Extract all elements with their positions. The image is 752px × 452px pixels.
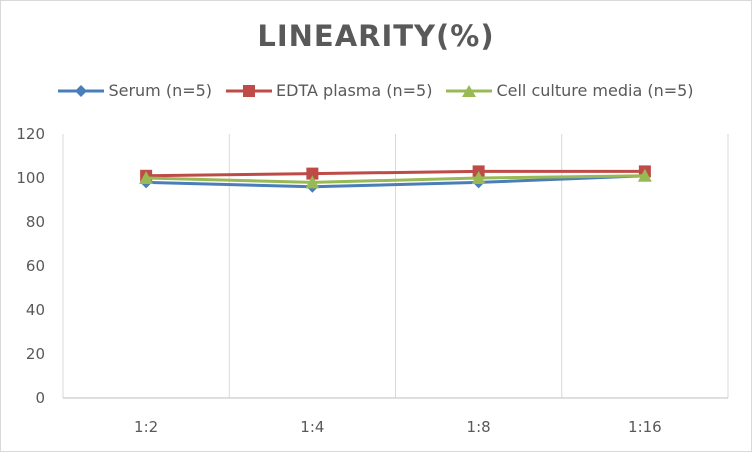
y-tick-label-3: 60 [26, 257, 45, 275]
legend-label-cell-culture-media: Cell culture media (n=5) [496, 81, 694, 100]
y-tick-label-1: 20 [26, 345, 45, 363]
legend-marker-serum [58, 84, 105, 97]
series-2-point-2 [471, 171, 486, 184]
legend-item-serum: Serum (n=5) [58, 81, 212, 100]
legend-marker-edta-plasma [226, 84, 273, 97]
legend-item-edta-plasma: EDTA plasma (n=5) [226, 81, 432, 100]
series-1-line [146, 169, 645, 178]
chart-title: LINEARITY(%) [257, 19, 495, 53]
legend-label-edta-plasma: EDTA plasma (n=5) [276, 81, 433, 100]
series-0-line [146, 174, 645, 189]
y-tick-label-6: 120 [16, 125, 45, 143]
series-2-point-3 [637, 168, 652, 182]
x-tick-label-2: 1:8 [467, 418, 491, 436]
y-tick-label-5: 100 [16, 169, 45, 187]
y-tick-label-2: 40 [26, 301, 45, 319]
legend-label-serum: Serum (n=5) [108, 81, 213, 100]
legend-item-cell-culture-media: Cell culture media (n=5) [446, 81, 694, 100]
x-tick-label-0: 1:2 [134, 418, 158, 436]
legend-marker-cell-culture-media [446, 84, 493, 97]
y-tick-label-4: 80 [26, 213, 45, 231]
y-tick-label-0: 0 [35, 389, 45, 407]
legend: Serum (n=5) EDTA plasma (n=5) Cell cultu… [1, 81, 751, 100]
series-1-point-1 [306, 167, 319, 180]
x-tick-label-1: 1:4 [300, 418, 324, 436]
series-2-line [146, 174, 645, 184]
series-2-point-0 [139, 171, 154, 184]
series-2-point-1 [305, 175, 320, 189]
x-tick-label-3: 1:16 [628, 418, 662, 436]
